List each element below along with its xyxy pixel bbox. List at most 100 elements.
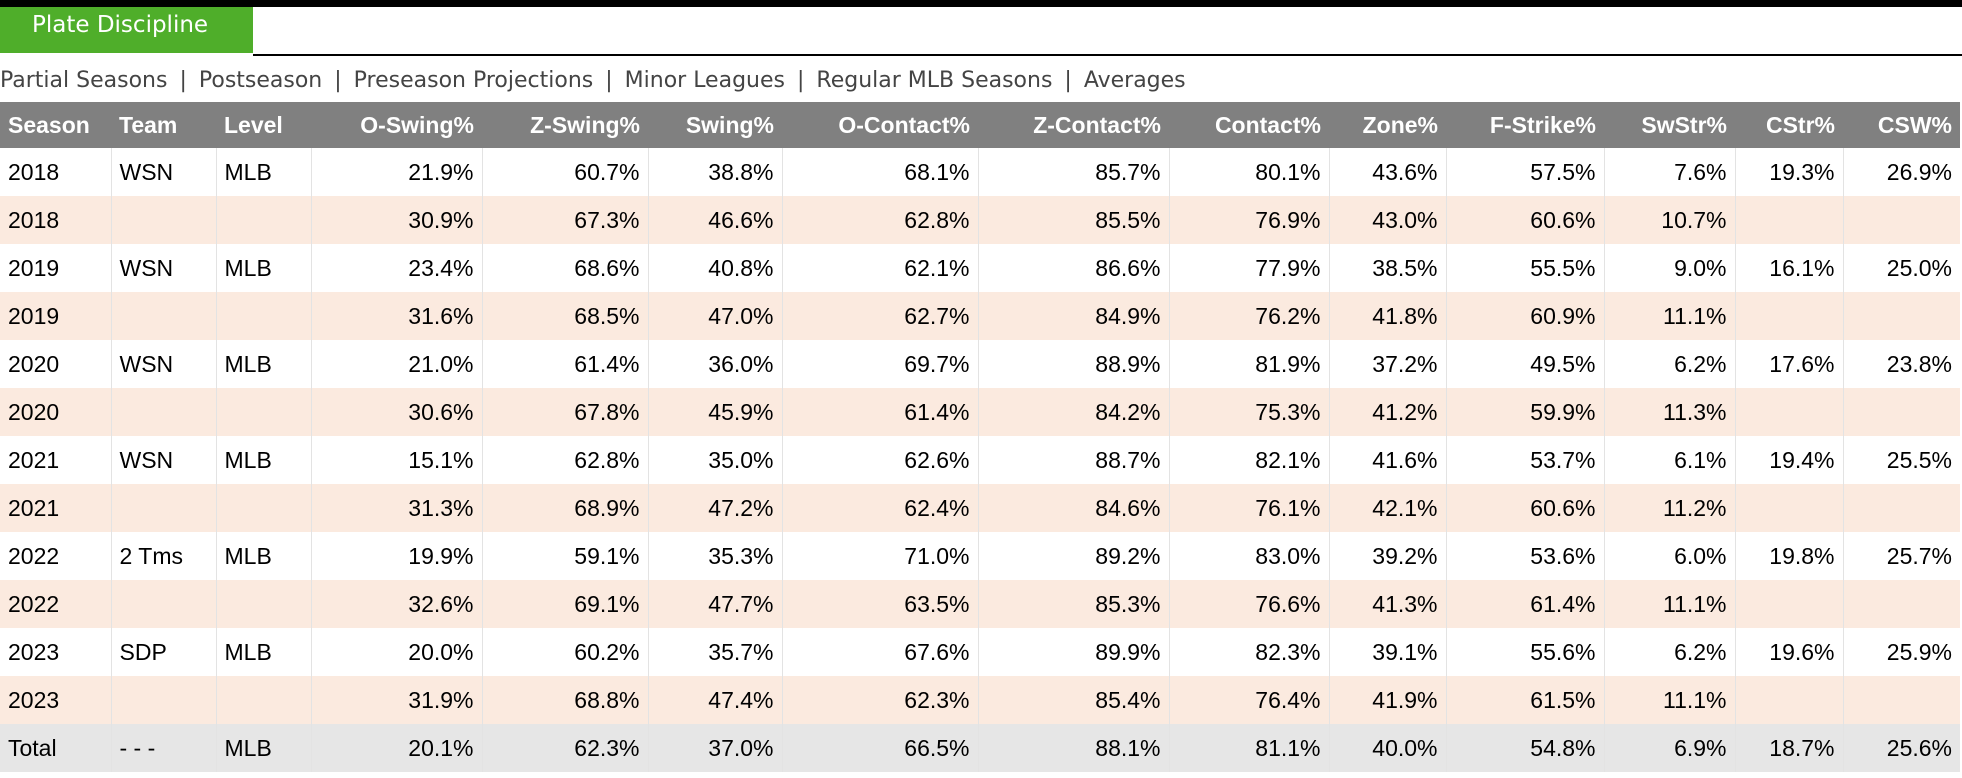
cell-f-strike: 60.9% xyxy=(1446,292,1605,340)
cell-cstr: 18.7% xyxy=(1735,724,1844,772)
cell-contact: 82.3% xyxy=(1169,628,1330,676)
cell-team xyxy=(111,196,217,244)
table-row: 2020 30.6% 67.8% 45.9% 61.4% 84.2% 75.3% 41.2% 5… xyxy=(0,388,1960,436)
cell-cstr xyxy=(1735,196,1844,244)
table-row: 2022 2 Tms MLB 19.9% 59.1% 35.3% 71.0% 89.2% 83.… xyxy=(0,532,1960,580)
cell-team[interactable]: 2 Tms xyxy=(111,532,217,580)
cell-o-contact: 61.4% xyxy=(782,388,979,436)
cell-season: 2019 xyxy=(0,244,112,292)
cell-season: 2022 xyxy=(0,532,112,580)
table-row: 2019 WSN MLB 23.4% 68.6% 40.8% 62.1% 86.6% 77.9%… xyxy=(0,244,1960,292)
cell-swstr: 11.1% xyxy=(1604,676,1736,724)
column-header-f-strike[interactable]: F-Strike% xyxy=(1446,102,1604,148)
cell-team xyxy=(111,580,217,628)
cell-level xyxy=(216,484,312,532)
cell-team xyxy=(111,676,217,724)
cell-o-contact: 62.6% xyxy=(782,436,979,484)
cell-o-swing: 20.0% xyxy=(311,628,483,676)
cell-swing: 47.0% xyxy=(648,292,783,340)
cell-o-contact: 71.0% xyxy=(782,532,979,580)
section-title: Plate Discipline xyxy=(32,12,209,38)
cell-level: MLB xyxy=(216,148,312,196)
section-title-tab: Plate Discipline xyxy=(0,7,253,53)
cell-z-contact: 84.2% xyxy=(978,388,1170,436)
cell-zone: 41.6% xyxy=(1329,436,1447,484)
column-header-swstr[interactable]: SwStr% xyxy=(1604,102,1735,148)
cell-o-swing: 31.9% xyxy=(311,676,483,724)
table-row-total: Total - - - MLB 20.1% 62.3% 37.0% 66.5% 88.1% 81… xyxy=(0,724,1960,772)
cell-o-contact: 67.6% xyxy=(782,628,979,676)
cell-zone: 43.6% xyxy=(1329,148,1447,196)
cell-zone: 41.9% xyxy=(1329,676,1447,724)
cell-zone: 41.2% xyxy=(1329,388,1447,436)
column-header-contact[interactable]: Contact% xyxy=(1169,102,1329,148)
cell-o-swing: 21.0% xyxy=(311,340,483,388)
cell-team[interactable]: WSN xyxy=(111,244,217,292)
cell-team[interactable]: WSN xyxy=(111,148,217,196)
column-header-season[interactable]: Season xyxy=(0,102,111,148)
cell-swing: 35.3% xyxy=(648,532,783,580)
cell-cstr: 19.4% xyxy=(1735,436,1844,484)
column-header-cstr[interactable]: CStr% xyxy=(1735,102,1843,148)
cell-season: 2022 xyxy=(0,580,112,628)
filter-link-postseason[interactable]: Postseason xyxy=(198,67,323,93)
table-row: 2020 WSN MLB 21.0% 61.4% 36.0% 69.7% 88.9% 81.9%… xyxy=(0,340,1960,388)
cell-z-contact: 88.9% xyxy=(978,340,1170,388)
column-header-o-swing[interactable]: O-Swing% xyxy=(311,102,482,148)
column-header-csw[interactable]: CSW% xyxy=(1843,102,1960,148)
cell-swstr: 11.3% xyxy=(1604,388,1736,436)
cell-f-strike: 54.8% xyxy=(1446,724,1605,772)
cell-contact: 77.9% xyxy=(1169,244,1330,292)
filter-link-regular-mlb-seasons[interactable]: Regular MLB Seasons xyxy=(816,67,1053,93)
cell-f-strike: 55.5% xyxy=(1446,244,1605,292)
column-header-z-contact[interactable]: Z-Contact% xyxy=(978,102,1169,148)
cell-swstr: 6.2% xyxy=(1604,340,1736,388)
cell-zone: 37.2% xyxy=(1329,340,1447,388)
column-header-z-swing[interactable]: Z-Swing% xyxy=(482,102,648,148)
cell-o-swing: 15.1% xyxy=(311,436,483,484)
cell-season: 2018 xyxy=(0,196,112,244)
cell-o-contact: 62.1% xyxy=(782,244,979,292)
column-header-zone[interactable]: Zone% xyxy=(1329,102,1446,148)
cell-f-strike: 60.6% xyxy=(1446,484,1605,532)
cell-o-contact: 62.7% xyxy=(782,292,979,340)
cell-z-swing: 68.6% xyxy=(482,244,649,292)
column-header-level[interactable]: Level xyxy=(216,102,311,148)
filter-link-minor-leagues[interactable]: Minor Leagues xyxy=(624,67,785,93)
cell-f-strike: 60.6% xyxy=(1446,196,1605,244)
column-header-o-contact[interactable]: O-Contact% xyxy=(782,102,978,148)
cell-o-contact: 62.4% xyxy=(782,484,979,532)
cell-zone: 39.1% xyxy=(1329,628,1447,676)
cell-season: 2021 xyxy=(0,436,112,484)
cell-csw: 25.5% xyxy=(1843,436,1960,484)
cell-level: MLB xyxy=(216,628,312,676)
filter-link-preseason-projections[interactable]: Preseason Projections xyxy=(353,67,594,93)
cell-contact: 76.9% xyxy=(1169,196,1330,244)
filter-link-partial-seasons[interactable]: Partial Seasons xyxy=(0,67,168,93)
cell-z-contact: 85.3% xyxy=(978,580,1170,628)
cell-o-swing: 20.1% xyxy=(311,724,483,772)
cell-contact: 76.6% xyxy=(1169,580,1330,628)
column-header-swing[interactable]: Swing% xyxy=(648,102,782,148)
cell-zone: 42.1% xyxy=(1329,484,1447,532)
cell-f-strike: 55.6% xyxy=(1446,628,1605,676)
cell-swing: 47.2% xyxy=(648,484,783,532)
cell-zone: 39.2% xyxy=(1329,532,1447,580)
filter-link-averages[interactable]: Averages xyxy=(1083,67,1186,93)
cell-level: MLB xyxy=(216,532,312,580)
cell-team[interactable]: WSN xyxy=(111,436,217,484)
cell-season: 2020 xyxy=(0,340,112,388)
cell-zone: 38.5% xyxy=(1329,244,1447,292)
cell-swstr: 6.2% xyxy=(1604,628,1736,676)
cell-season: 2023 xyxy=(0,676,112,724)
cell-team[interactable]: WSN xyxy=(111,340,217,388)
cell-zone: 40.0% xyxy=(1329,724,1447,772)
filter-separator: | xyxy=(179,67,187,93)
cell-contact: 81.1% xyxy=(1169,724,1330,772)
cell-cstr: 19.8% xyxy=(1735,532,1844,580)
column-header-team[interactable]: Team xyxy=(111,102,216,148)
cell-cstr xyxy=(1735,676,1844,724)
cell-team[interactable]: SDP xyxy=(111,628,217,676)
cell-season: 2019 xyxy=(0,292,112,340)
filter-link-bar: Partial Seasons | Postseason | Preseason Pro… xyxy=(0,64,1186,96)
